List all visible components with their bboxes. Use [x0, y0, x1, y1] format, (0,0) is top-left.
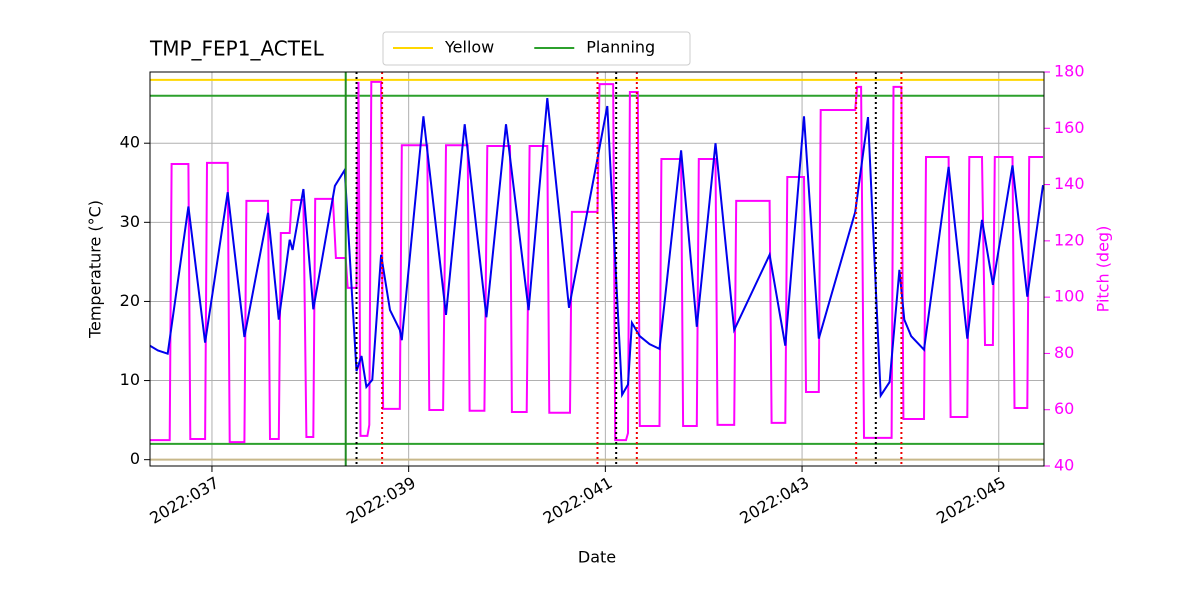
y2-tick-label: 180: [1054, 62, 1085, 81]
legend: Yellow Planning: [382, 31, 691, 66]
data-line: [150, 80, 1043, 444]
legend-label: Yellow: [444, 38, 494, 57]
y-tick-label: 10: [120, 370, 140, 389]
y2-tick-label: 60: [1054, 399, 1074, 418]
y-axis-label: Temperature (°C): [86, 200, 105, 339]
y2-tick-label: 100: [1054, 287, 1085, 306]
legend-label: Planning: [586, 38, 655, 57]
y-tick-label: 40: [120, 133, 140, 152]
x-axis-label: Date: [578, 548, 616, 567]
y-tick-label: 0: [130, 449, 140, 468]
chart-title: TMP_FEP1_ACTEL: [149, 37, 325, 61]
x-tick-label: 2022:041: [540, 473, 616, 528]
y2-tick-label: 140: [1054, 174, 1085, 193]
y-tick-label: 20: [120, 291, 140, 310]
y2-tick-label: 160: [1054, 118, 1085, 137]
y2-tick-label: 80: [1054, 343, 1074, 362]
data-line: [150, 97, 1044, 399]
x-tick-label: 2022:037: [146, 473, 222, 528]
plot-frame: [149, 71, 1045, 467]
y2-tick-label: 40: [1054, 456, 1074, 475]
y2-tick-label: 120: [1054, 230, 1085, 249]
x-tick-label: 2022:043: [736, 473, 812, 528]
x-tick-label: 2022:045: [933, 473, 1009, 528]
x-tick-label: 2022:039: [343, 473, 419, 528]
y2-axis-label: Pitch (deg): [1094, 226, 1113, 313]
y-tick-label: 30: [120, 212, 140, 231]
